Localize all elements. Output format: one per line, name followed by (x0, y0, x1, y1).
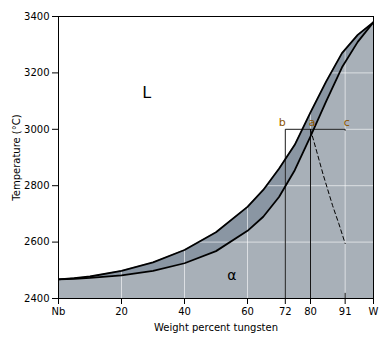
svg-text:c: c (344, 116, 350, 129)
svg-text:91: 91 (339, 306, 352, 317)
svg-text:Weight percent tungsten: Weight percent tungsten (154, 322, 278, 333)
svg-text:W: W (369, 306, 379, 317)
svg-text:Temperature (°C): Temperature (°C) (11, 114, 22, 201)
svg-text:b: b (279, 116, 286, 129)
svg-text:2600: 2600 (24, 236, 49, 247)
svg-text:2400: 2400 (24, 293, 49, 304)
svg-text:L: L (142, 83, 151, 102)
svg-text:72: 72 (279, 306, 292, 317)
svg-text:20: 20 (115, 306, 128, 317)
svg-text:α: α (227, 267, 236, 283)
svg-text:3400: 3400 (24, 11, 49, 22)
svg-text:3200: 3200 (24, 67, 49, 78)
svg-text:3000: 3000 (24, 124, 49, 135)
svg-text:40: 40 (178, 306, 191, 317)
svg-text:Nb: Nb (52, 306, 66, 317)
svg-text:80: 80 (304, 306, 317, 317)
svg-text:2800: 2800 (24, 180, 49, 191)
svg-text:60: 60 (241, 306, 254, 317)
svg-text:a: a (309, 116, 316, 129)
